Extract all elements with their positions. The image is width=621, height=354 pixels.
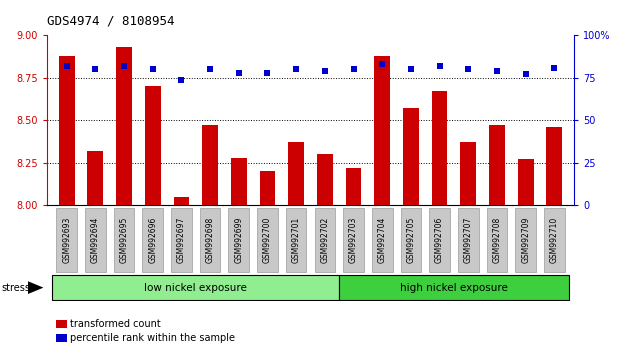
Point xyxy=(234,70,244,76)
FancyBboxPatch shape xyxy=(339,275,569,300)
FancyBboxPatch shape xyxy=(85,208,106,272)
Point xyxy=(377,62,387,67)
Point xyxy=(406,67,416,72)
Text: GSM992705: GSM992705 xyxy=(406,217,415,263)
FancyBboxPatch shape xyxy=(515,208,536,272)
Text: low nickel exposure: low nickel exposure xyxy=(144,282,247,293)
Bar xyxy=(374,56,390,205)
Bar xyxy=(202,125,218,205)
Text: GSM992704: GSM992704 xyxy=(378,217,387,263)
Text: GSM992701: GSM992701 xyxy=(292,217,301,263)
FancyBboxPatch shape xyxy=(57,208,77,272)
Text: GSM992700: GSM992700 xyxy=(263,217,272,263)
Text: GSM992693: GSM992693 xyxy=(62,217,71,263)
Bar xyxy=(432,91,448,205)
FancyBboxPatch shape xyxy=(429,208,450,272)
Bar xyxy=(231,158,247,205)
Bar xyxy=(317,154,333,205)
Point xyxy=(205,67,215,72)
Bar xyxy=(460,142,476,205)
Polygon shape xyxy=(28,281,43,294)
Text: GSM992709: GSM992709 xyxy=(521,217,530,263)
Point xyxy=(550,65,560,70)
Text: percentile rank within the sample: percentile rank within the sample xyxy=(70,333,235,343)
FancyBboxPatch shape xyxy=(142,208,163,272)
FancyBboxPatch shape xyxy=(52,275,339,300)
FancyBboxPatch shape xyxy=(114,208,134,272)
Text: GSM992703: GSM992703 xyxy=(349,217,358,263)
Bar xyxy=(88,151,103,205)
Text: GSM992710: GSM992710 xyxy=(550,217,559,263)
FancyBboxPatch shape xyxy=(171,208,192,272)
FancyBboxPatch shape xyxy=(314,208,335,272)
Bar xyxy=(489,125,505,205)
FancyBboxPatch shape xyxy=(544,208,564,272)
Text: transformed count: transformed count xyxy=(70,319,161,329)
Bar xyxy=(59,56,75,205)
FancyBboxPatch shape xyxy=(257,208,278,272)
Point xyxy=(91,67,101,72)
Text: GSM992706: GSM992706 xyxy=(435,217,444,263)
Text: GSM992698: GSM992698 xyxy=(206,217,215,263)
Point xyxy=(320,68,330,74)
Point xyxy=(176,77,186,82)
Point xyxy=(119,63,129,69)
Point xyxy=(263,70,273,76)
Point xyxy=(492,68,502,74)
Bar xyxy=(546,127,562,205)
Bar xyxy=(288,142,304,205)
Bar xyxy=(518,159,533,205)
Bar xyxy=(173,197,189,205)
Text: GSM992702: GSM992702 xyxy=(320,217,329,263)
Bar xyxy=(403,108,419,205)
Bar xyxy=(346,168,361,205)
Text: GSM992694: GSM992694 xyxy=(91,217,100,263)
Text: GSM992697: GSM992697 xyxy=(177,217,186,263)
Text: GSM992708: GSM992708 xyxy=(492,217,502,263)
FancyBboxPatch shape xyxy=(372,208,392,272)
Point xyxy=(291,67,301,72)
Point xyxy=(61,63,71,69)
Text: GSM992707: GSM992707 xyxy=(464,217,473,263)
Text: GSM992695: GSM992695 xyxy=(119,217,129,263)
FancyBboxPatch shape xyxy=(286,208,307,272)
Text: stress: stress xyxy=(1,282,30,293)
Text: GDS4974 / 8108954: GDS4974 / 8108954 xyxy=(47,14,174,27)
Point xyxy=(348,67,358,72)
Point xyxy=(435,63,445,69)
FancyBboxPatch shape xyxy=(487,208,507,272)
Text: GSM992699: GSM992699 xyxy=(234,217,243,263)
Bar xyxy=(116,47,132,205)
Point xyxy=(520,72,530,77)
Bar xyxy=(145,86,161,205)
Bar xyxy=(260,171,275,205)
FancyBboxPatch shape xyxy=(343,208,364,272)
Point xyxy=(463,67,473,72)
FancyBboxPatch shape xyxy=(401,208,421,272)
FancyBboxPatch shape xyxy=(458,208,479,272)
Text: high nickel exposure: high nickel exposure xyxy=(400,282,508,293)
Text: GSM992696: GSM992696 xyxy=(148,217,157,263)
FancyBboxPatch shape xyxy=(229,208,249,272)
Point xyxy=(148,67,158,72)
FancyBboxPatch shape xyxy=(200,208,220,272)
